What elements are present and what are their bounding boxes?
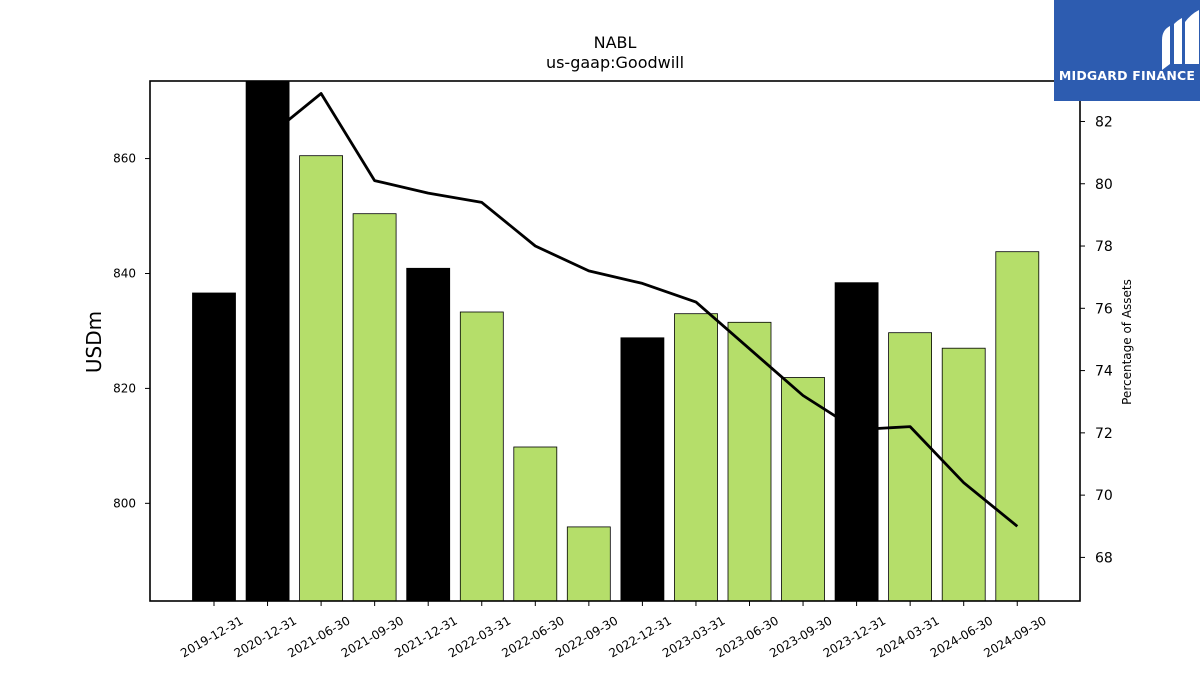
bar: [352, 213, 397, 602]
y-right-tick-label: 78: [1095, 239, 1113, 255]
y-right-tick-label: 76: [1095, 301, 1113, 317]
bar: [888, 332, 932, 602]
y-axis-left-label: USDm: [82, 311, 106, 373]
line-path: [266, 92, 1019, 528]
bar: [941, 347, 986, 602]
logo-text: MIDGARD FINANCE: [1058, 68, 1196, 83]
bar: [459, 311, 504, 602]
bar: [674, 313, 718, 602]
bar: [995, 251, 1040, 602]
bar: [245, 80, 290, 602]
bar: [620, 337, 665, 602]
bar: [834, 282, 879, 602]
chart-subtitle: us-gaap:Goodwill: [546, 53, 684, 72]
bar: [513, 446, 558, 602]
bar: [406, 267, 451, 602]
bar: [566, 526, 611, 602]
y-left-tick-label: 860: [113, 152, 136, 166]
y-right-tick-label: 74: [1095, 364, 1113, 380]
y-right-tick-label: 72: [1095, 426, 1113, 442]
y-right-tick-label: 70: [1095, 488, 1113, 504]
y-right-tick-label: 80: [1095, 177, 1113, 193]
bar-series: [192, 80, 1040, 602]
y-left-tick-label: 820: [113, 381, 136, 395]
y-left-tick-label: 840: [113, 266, 136, 280]
chart-title: NABL: [594, 33, 637, 52]
y-right-tick-label: 68: [1095, 550, 1113, 566]
y-right-tick-label: 82: [1095, 114, 1113, 130]
midgard-logo-icon: [1162, 10, 1199, 70]
midgard-finance-logo: MIDGARD FINANCE: [1054, 0, 1200, 101]
bar: [299, 155, 344, 602]
y-left-tick-label: 800: [113, 496, 136, 510]
plot-frame: [149, 80, 1081, 602]
line-series: [266, 92, 1019, 528]
bar: [727, 321, 772, 602]
y-axis-right-label: Percentage of Assets: [1120, 279, 1134, 405]
bar: [192, 292, 236, 602]
bar: [781, 377, 825, 602]
